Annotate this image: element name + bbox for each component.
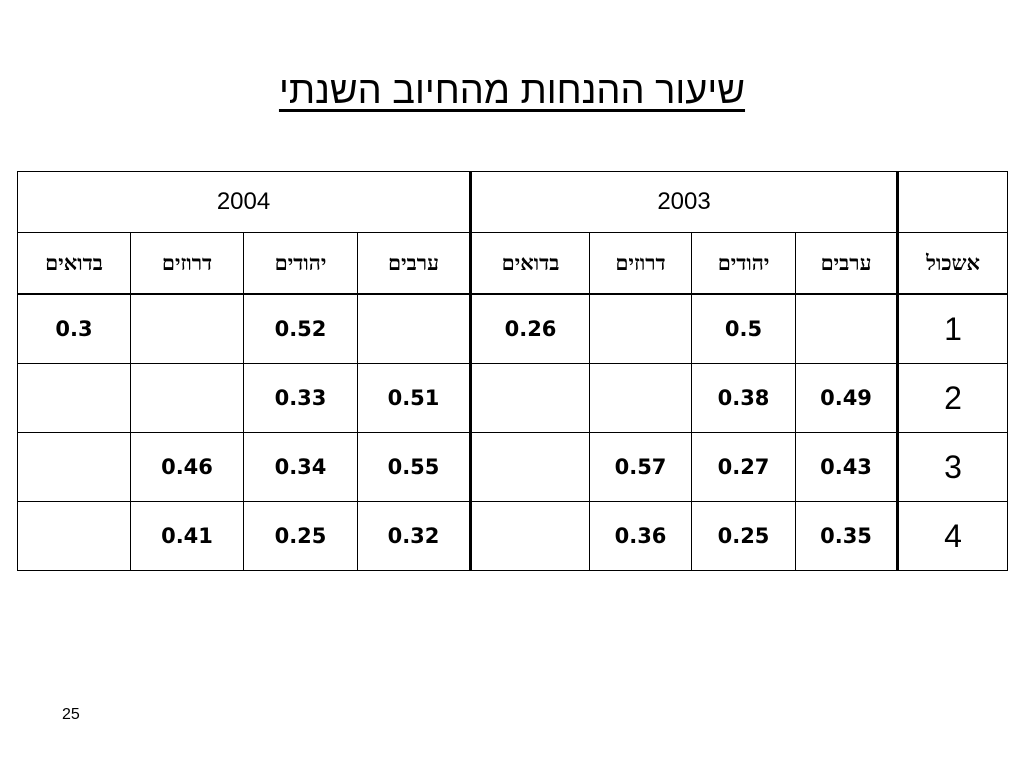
value-cell: 0.27: [691, 432, 797, 502]
data-row: 1 0.5 0.26 0.52 0.3: [16, 293, 1009, 364]
column-header: בדואים: [469, 232, 591, 295]
column-header: דרוזים: [589, 232, 693, 295]
slide-title: שיעור ההנחות מהחיוב השנתי: [278, 70, 746, 112]
value-cell: 0.52: [243, 293, 359, 364]
value-cell: 0.34: [243, 432, 359, 502]
value-cell: 0.55: [357, 432, 472, 502]
column-header: יהודים: [691, 232, 797, 295]
column-header: ערבים: [795, 232, 899, 295]
value-cell: 0.49: [795, 363, 899, 433]
value-cell: [469, 432, 591, 502]
value-cell: [357, 293, 472, 364]
value-cell: [130, 363, 245, 433]
year-header: 2003: [469, 171, 899, 233]
value-cell: [469, 363, 591, 433]
year-row: 2003 2004: [16, 171, 1009, 233]
column-header: אשכול: [896, 232, 1009, 295]
value-cell: [795, 293, 899, 364]
year-header: 2004: [16, 171, 472, 233]
data-table: 2003 2004 אשכול ערבים יהודים דרוזים בדואים ערבי…: [16, 171, 1009, 571]
column-header: יהודים: [243, 232, 359, 295]
value-cell: 0.57: [589, 432, 693, 502]
value-cell: 0.33: [243, 363, 359, 433]
value-cell: 0.26: [469, 293, 591, 364]
value-cell: 0.25: [243, 501, 359, 571]
value-cell: 0.36: [589, 501, 693, 571]
value-cell: [16, 363, 132, 433]
value-cell: 0.32: [357, 501, 472, 571]
value-cell: [589, 293, 693, 364]
value-cell: 0.35: [795, 501, 899, 571]
data-row: 4 0.35 0.25 0.36 0.32 0.25 0.41: [16, 501, 1009, 571]
value-cell: [589, 363, 693, 433]
cluster-cell: 1: [896, 293, 1009, 364]
header-row: אשכול ערבים יהודים דרוזים בדואים ערבים יהודים ד…: [16, 232, 1009, 295]
value-cell: 0.38: [691, 363, 797, 433]
cluster-cell: 3: [896, 432, 1009, 502]
data-row: 3 0.43 0.27 0.57 0.55 0.34 0.46: [16, 432, 1009, 502]
value-cell: [16, 432, 132, 502]
cluster-cell: 4: [896, 501, 1009, 571]
value-cell: [469, 501, 591, 571]
column-header: בדואים: [16, 232, 132, 295]
corner-cell: [896, 171, 1009, 233]
value-cell: 0.43: [795, 432, 899, 502]
value-cell: 0.46: [130, 432, 245, 502]
column-header: דרוזים: [130, 232, 245, 295]
value-cell: 0.51: [357, 363, 472, 433]
value-cell: [16, 501, 132, 571]
data-row: 2 0.49 0.38 0.51 0.33: [16, 363, 1009, 433]
value-cell: 0.3: [16, 293, 132, 364]
page-number: 25: [62, 706, 80, 723]
column-header: ערבים: [357, 232, 472, 295]
cluster-cell: 2: [896, 363, 1009, 433]
value-cell: 0.41: [130, 501, 245, 571]
value-cell: 0.25: [691, 501, 797, 571]
value-cell: [130, 293, 245, 364]
value-cell: 0.5: [691, 293, 797, 364]
